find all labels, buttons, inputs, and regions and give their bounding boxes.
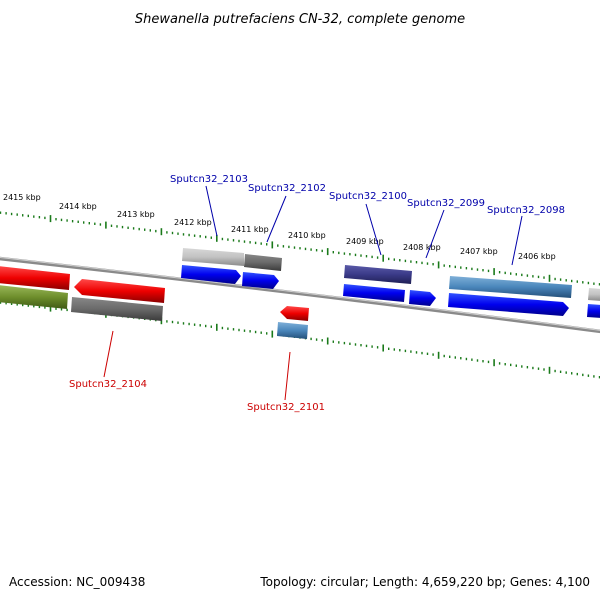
gene-label[interactable]: Sputcn32_2101 [247,402,325,413]
tick-label: 2406 kbp [518,252,556,261]
map-title: Shewanella putrefaciens CN-32, complete … [135,12,465,27]
gene-label[interactable]: Sputcn32_2098 [487,205,565,216]
gene-feature[interactable] [0,285,68,309]
gene-label[interactable]: Sputcn32_2102 [248,183,326,194]
gene-feature[interactable] [244,254,282,271]
gene-feature[interactable] [409,290,436,306]
gene-feature[interactable] [277,322,308,339]
gene-feature[interactable] [449,276,572,298]
gene-feature[interactable] [448,293,569,316]
outer-tick-track [0,211,600,286]
genome-backbone-highlight [0,257,600,331]
tick-labels: 2415 kbp 2414 kbp 2413 kbp 2412 kbp 2411… [3,193,556,261]
gene-feature[interactable] [181,265,241,284]
gene-label[interactable]: Sputcn32_2104 [69,379,147,390]
gene-feature[interactable] [0,266,70,290]
genome-summary-text: Topology: circular; Length: 4,659,220 bp… [259,575,590,589]
gene-label[interactable]: Sputcn32_2099 [407,198,485,209]
gene-feature[interactable] [242,272,279,289]
tick-label: 2407 kbp [460,247,498,256]
gene-feature[interactable] [182,248,244,266]
leader-lines [205,185,523,266]
gene-feature[interactable] [71,297,163,321]
accession-text: Accession: NC_009438 [9,575,145,589]
tick-label: 2410 kbp [288,231,326,240]
tick-label: 2412 kbp [174,218,212,227]
genome-backbone [0,256,600,334]
tick-label: 2411 kbp [231,225,269,234]
gene-feature[interactable] [587,304,600,318]
gene-feature[interactable] [344,265,412,284]
gene-feature[interactable] [280,306,309,321]
tick-label: 2413 kbp [117,210,155,219]
tick-label: 2415 kbp [3,193,41,202]
leader-lines-reverse [103,330,291,401]
gene-label[interactable]: Sputcn32_2103 [170,174,248,185]
gene-label[interactable]: Sputcn32_2100 [329,191,407,202]
gene-feature[interactable] [343,284,405,302]
gene-feature[interactable] [588,288,600,301]
tick-label: 2408 kbp [403,243,441,252]
gene-feature[interactable] [74,279,165,303]
tick-label: 2414 kbp [59,202,97,211]
tick-label: 2409 kbp [346,237,384,246]
